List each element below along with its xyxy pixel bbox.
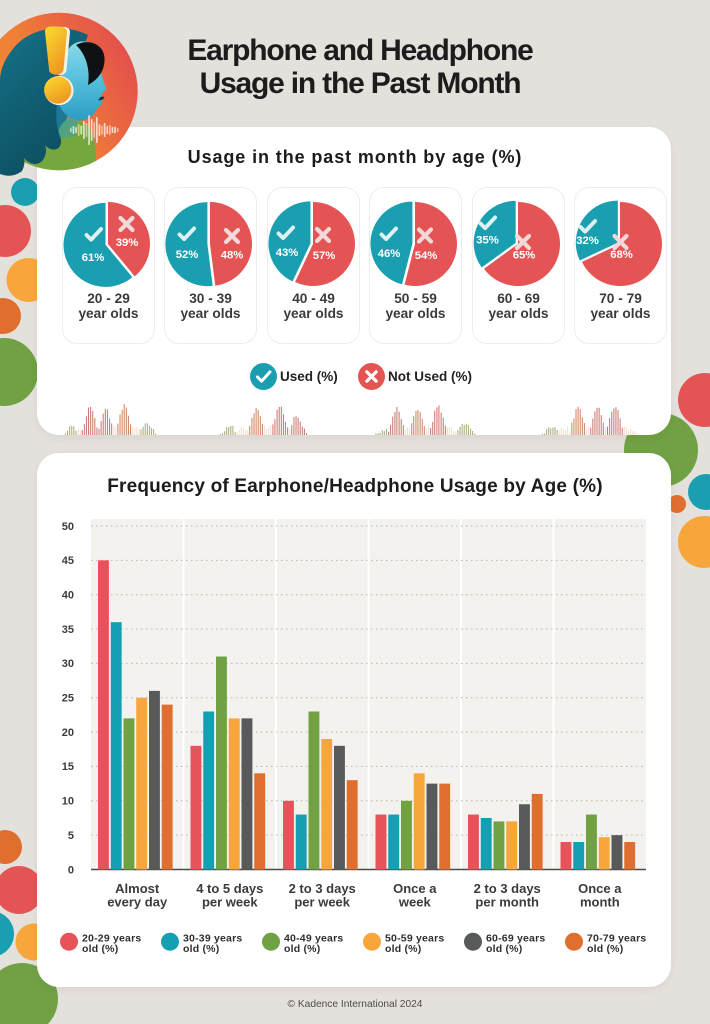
svg-text:old (%): old (%)	[587, 943, 623, 955]
svg-text:35%: 35%	[476, 235, 499, 247]
svg-text:46%: 46%	[378, 248, 401, 260]
svg-text:40-49 years: 40-49 years	[284, 933, 343, 945]
svg-text:30-39 years: 30-39 years	[183, 933, 242, 945]
svg-text:2 to 3 days: 2 to 3 days	[289, 881, 356, 896]
svg-text:week: week	[398, 895, 432, 910]
svg-text:old (%): old (%)	[183, 943, 219, 955]
svg-text:5: 5	[68, 830, 74, 842]
svg-text:15: 15	[62, 761, 74, 773]
svg-text:60-69 years: 60-69 years	[486, 933, 545, 945]
svg-text:4 to 5 days: 4 to 5 days	[196, 881, 263, 896]
svg-text:20-29 years: 20-29 years	[82, 933, 141, 945]
svg-text:50-59 years: 50-59 years	[385, 933, 444, 945]
svg-text:per week: per week	[294, 895, 350, 910]
svg-text:10: 10	[62, 796, 74, 808]
svg-text:old (%): old (%)	[284, 943, 320, 955]
svg-text:45: 45	[62, 555, 74, 567]
svg-text:per week: per week	[202, 895, 258, 910]
svg-text:48%: 48%	[221, 250, 244, 262]
svg-text:61%: 61%	[82, 252, 105, 264]
svg-text:65%: 65%	[513, 250, 536, 262]
svg-text:32%: 32%	[576, 235, 599, 247]
svg-text:Once a: Once a	[578, 881, 622, 896]
svg-text:52%: 52%	[176, 249, 199, 261]
svg-text:Once a: Once a	[393, 881, 437, 896]
svg-text:25: 25	[62, 693, 74, 705]
svg-text:2 to 3 days: 2 to 3 days	[474, 881, 541, 896]
svg-text:Almost: Almost	[115, 881, 160, 896]
svg-text:70-79 years: 70-79 years	[587, 933, 646, 945]
svg-text:old (%): old (%)	[486, 943, 522, 955]
svg-text:month: month	[580, 895, 620, 910]
svg-text:every day: every day	[107, 895, 168, 910]
svg-text:per month: per month	[475, 895, 539, 910]
svg-text:30: 30	[62, 658, 74, 670]
svg-text:39%: 39%	[116, 237, 139, 249]
svg-text:40: 40	[62, 590, 74, 602]
svg-text:0: 0	[68, 864, 74, 876]
svg-text:57%: 57%	[313, 250, 336, 262]
svg-text:54%: 54%	[415, 250, 438, 262]
svg-text:68%: 68%	[610, 249, 633, 261]
svg-text:43%: 43%	[276, 247, 299, 259]
svg-text:35: 35	[62, 624, 74, 636]
svg-text:old (%): old (%)	[385, 943, 421, 955]
svg-text:20: 20	[62, 727, 74, 739]
svg-text:old (%): old (%)	[82, 943, 118, 955]
svg-text:50: 50	[62, 521, 74, 533]
